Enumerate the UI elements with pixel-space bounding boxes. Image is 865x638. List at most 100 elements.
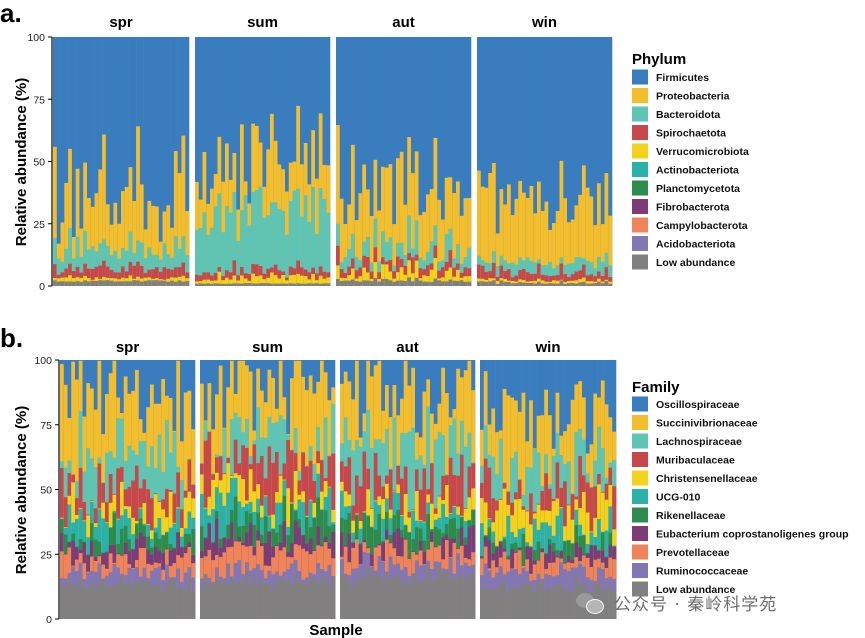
sample-bar: [222, 360, 227, 619]
bar-segment-low-abundance: [467, 281, 472, 286]
y-tick-label: 75: [40, 420, 52, 432]
bar-segment-low-abundance: [60, 583, 65, 619]
legend-swatch: [632, 162, 648, 177]
bar-segment-bacteroidota: [258, 186, 263, 286]
bar-segment-low-abundance: [521, 584, 526, 619]
bar-segment-proteobacteria: [510, 215, 515, 286]
bar-segment-firmicutes: [366, 37, 371, 286]
bar-segment-firmicutes: [322, 37, 327, 286]
sample-bar: [483, 360, 488, 619]
legend-swatch: [632, 563, 648, 578]
bar-segment-low-abundance: [277, 283, 282, 286]
bar-segment-firmicutes: [429, 37, 434, 286]
bar-segment-spirochaetota: [354, 270, 359, 286]
sample-bar: [347, 37, 352, 286]
bar-segment-verrucomicrobiota: [281, 275, 286, 286]
bar-segment-firmicutes: [392, 37, 397, 286]
sample-bar: [600, 360, 605, 619]
bar-segment-low-abundance: [226, 584, 231, 619]
facet-label-win: win: [535, 339, 561, 356]
sample-bar: [93, 360, 98, 619]
bar-segment-spirochaetota: [585, 275, 590, 286]
bar-segment-spirochaetota: [492, 262, 497, 286]
legend-swatch: [632, 236, 648, 251]
bar-segment-verrucomicrobiota: [444, 270, 449, 286]
sample-bar: [221, 37, 226, 286]
sample-bar: [124, 37, 129, 286]
bar-segment-firmicutes: [121, 37, 126, 286]
bar-segment-low-abundance: [499, 280, 504, 286]
sample-bar: [180, 360, 185, 619]
sample-bar: [555, 360, 560, 619]
bar-segment-bacteroidota: [251, 191, 256, 286]
bar-segment-low-abundance: [168, 577, 173, 619]
bar-segment-low-abundance: [559, 280, 564, 286]
bar-segment-bacteroidota: [285, 234, 290, 286]
bar-segment-spirochaetota: [202, 272, 207, 286]
bar-segment-firmicutes: [213, 37, 218, 286]
bar-segment-bacteroidota: [343, 257, 348, 286]
sample-bar: [165, 360, 170, 619]
bar-segment-verrucomicrobiota: [411, 273, 416, 286]
sample-bar: [548, 37, 553, 286]
bar-segment-firmicutes: [411, 37, 416, 286]
facet-spr: spr: [53, 14, 190, 286]
sample-bar: [233, 360, 238, 619]
facet-label-win: win: [531, 14, 557, 31]
y-tick-label: 0: [46, 614, 52, 626]
bar-segment-bacteroidota: [262, 217, 267, 286]
bar-segment-firmicutes: [300, 37, 305, 286]
bar-segment-low-abundance: [222, 579, 227, 619]
bar-segment-low-abundance: [241, 581, 246, 619]
bar-segment-low-abundance: [128, 281, 133, 286]
bar-segment-spirochaetota: [604, 267, 609, 286]
sample-bar: [441, 360, 446, 619]
bar-segment-firmicutes: [158, 37, 163, 286]
bar-segment-proteobacteria: [339, 198, 344, 286]
bar-segment-low-abundance: [139, 281, 144, 286]
sample-bar: [582, 360, 587, 619]
sample-bar: [323, 360, 328, 619]
bar-segment-low-abundance: [567, 283, 572, 286]
bar-segment-verrucomicrobiota: [181, 275, 186, 286]
bar-segment-verrucomicrobiota: [288, 275, 293, 286]
bar-segment-low-abundance: [585, 283, 590, 286]
bar-segment-verrucomicrobiota: [585, 281, 590, 286]
sample-bar: [102, 37, 107, 286]
sample-bar: [183, 360, 188, 619]
sample-bar: [301, 360, 306, 619]
bar-segment-firmicutes: [228, 37, 233, 286]
bar-segment-firmicutes: [109, 37, 114, 286]
sample-bar: [452, 360, 457, 619]
bar-segment-firmicutes: [384, 37, 389, 286]
bar-segment-firmicutes: [292, 37, 297, 286]
bar-segment-low-abundance: [525, 282, 530, 286]
legend-label: Campylobacterota: [656, 220, 748, 232]
bar-segment-verrucomicrobiota: [262, 279, 267, 286]
bar-segment-bacteroidota: [608, 265, 613, 286]
bar-segment-spirochaetota: [426, 265, 431, 286]
bar-segment-spirochaetota: [162, 267, 167, 286]
sample-bar: [370, 360, 375, 619]
bar-segment-low-abundance: [487, 588, 492, 619]
bar-segment-proteobacteria: [181, 135, 186, 286]
bar-segment-low-abundance: [215, 576, 220, 619]
bar-segment-proteobacteria: [94, 193, 99, 286]
sample-bar: [203, 360, 208, 619]
facet-sum: sum: [200, 339, 336, 619]
bar-segment-bacteroidota: [270, 202, 275, 286]
sample-bar: [567, 37, 572, 286]
bar-segment-firmicutes: [495, 37, 500, 286]
bar-segment-low-abundance: [517, 588, 522, 619]
bar-segment-low-abundance: [155, 280, 160, 286]
sample-bar: [305, 360, 310, 619]
sample-bar: [343, 37, 348, 286]
bar-segment-low-abundance: [260, 579, 265, 619]
sample-bar: [552, 37, 557, 286]
bar-segment-verrucomicrobiota: [285, 280, 290, 286]
bar-segment-low-abundance: [64, 281, 69, 286]
bar-segment-low-abundance: [120, 576, 125, 619]
sample-bar: [441, 37, 446, 286]
bar-segment-spirochaetota: [544, 275, 549, 286]
sample-bar: [56, 37, 61, 286]
